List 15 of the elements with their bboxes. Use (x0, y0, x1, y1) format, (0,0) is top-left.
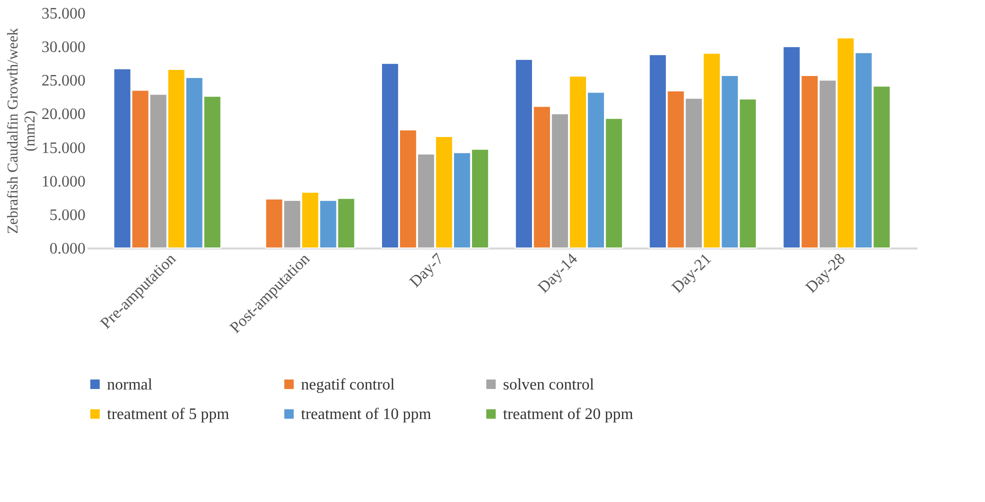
legend-label: treatment of 5 ppm (107, 406, 230, 423)
legend-label: treatment of 10 ppm (301, 406, 432, 423)
y-tick-label: 5.000 (50, 206, 86, 224)
y-tick-label: 15.000 (42, 140, 86, 157)
legend-label: treatment of 20 ppm (503, 406, 634, 423)
y-tick-label: 0.000 (50, 240, 86, 258)
y-tick-label: 30.000 (42, 39, 86, 56)
legend-label: normal (107, 376, 153, 394)
y-tick-label: 20.000 (42, 106, 86, 124)
y-axis-title: Zebrafish Caudalfin Growth/week (mm2) (6, 28, 38, 234)
y-tick-label: 25.000 (42, 72, 86, 90)
legend-label: negatif control (301, 376, 396, 394)
y-tick-label: 10.000 (42, 173, 86, 190)
legend-label: solven control (503, 376, 595, 394)
y-tick-label: 35.000 (42, 6, 86, 22)
